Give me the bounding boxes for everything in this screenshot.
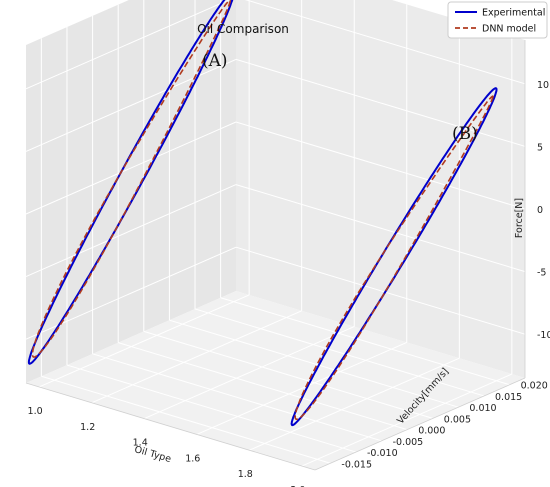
series-layer [27, 0, 498, 427]
z-tick-label: 10 [537, 80, 549, 91]
x-tick-label: 1.8 [238, 469, 253, 480]
gridline-z-side [25, 0, 230, 90]
x-axis-line [25, 382, 316, 471]
gridline-x-floor [249, 357, 460, 451]
y-tick-label: 0.005 [444, 414, 471, 425]
gridline-x-floor [38, 294, 250, 388]
gridlines [25, 0, 526, 467]
y-tick-label: 0.015 [495, 392, 522, 403]
gridline-z-back [235, 184, 526, 273]
gridline-x-floor [144, 326, 355, 420]
z-tick-label: -10 [537, 330, 550, 341]
axis-panes [26, 0, 525, 470]
y-tick-label: -0.010 [367, 448, 398, 459]
gridline-y-floor [194, 308, 485, 397]
legend: Experimental DNN model [447, 1, 548, 39]
x-axis-label: Oil Type [133, 444, 172, 465]
z-tick-label: -5 [537, 268, 546, 279]
x-tick-label: 1.6 [185, 453, 200, 464]
gridline-z-side [25, 184, 237, 278]
chart-title: Oil Comparison [197, 22, 289, 36]
x-tick-label: 1.2 [80, 422, 95, 433]
gridline-x-floor [196, 341, 407, 435]
back-pane [236, 0, 525, 378]
y-tick-label: -0.005 [393, 437, 424, 448]
axis-edges [25, 40, 526, 471]
x-tick-label: 2.0 [290, 485, 305, 487]
gridline-z-back [235, 246, 526, 335]
y-tick-label: 0.020 [521, 381, 548, 392]
x-tick-label: 1.0 [28, 406, 43, 417]
z-tick-label: 0 [537, 205, 543, 216]
x-tick-label: 1.4 [133, 438, 148, 449]
y-tick-label: 0.010 [469, 403, 496, 414]
y-axis-line [314, 377, 526, 471]
gridline-z-side [25, 121, 237, 215]
series-experimental-loop-a [27, 0, 234, 365]
legend-label-dnn-model: DNN model [482, 24, 536, 35]
z-axis-label: Force[N] [514, 198, 525, 238]
y-tick-label: -0.015 [341, 459, 372, 470]
gridline-y-floor [143, 330, 433, 419]
annotation-a: (A) [202, 51, 228, 71]
gridline-y-floor [118, 342, 408, 431]
tick-labels: 1.01.21.41.61.82.0-0.015-0.010-0.0050.00… [28, 80, 550, 487]
y-tick-label: 0.000 [418, 426, 445, 437]
gridline-y-floor [92, 353, 382, 442]
legend-label-experimental: Experimental [482, 8, 545, 19]
gridline-y-floor [66, 364, 357, 453]
side-pane [26, 0, 236, 383]
gridline-x-floor [91, 310, 302, 404]
gridline-x-floor [301, 373, 513, 467]
gridline-y-floor [169, 319, 459, 408]
series-dnn-model-loop-b [294, 95, 494, 421]
gridline-z-back [235, 121, 526, 210]
series-experimental-loop-b [290, 87, 498, 427]
gridline-y-floor [41, 375, 331, 464]
annotation-b: (B) [452, 124, 478, 144]
gridline-y-floor [220, 297, 510, 386]
z-tick-label: 5 [537, 142, 543, 153]
gridline-z-back [244, 0, 526, 85]
series-dnn-model-loop-a [31, 0, 231, 358]
floor-pane [26, 291, 525, 470]
gridline-z-side [25, 58, 237, 152]
